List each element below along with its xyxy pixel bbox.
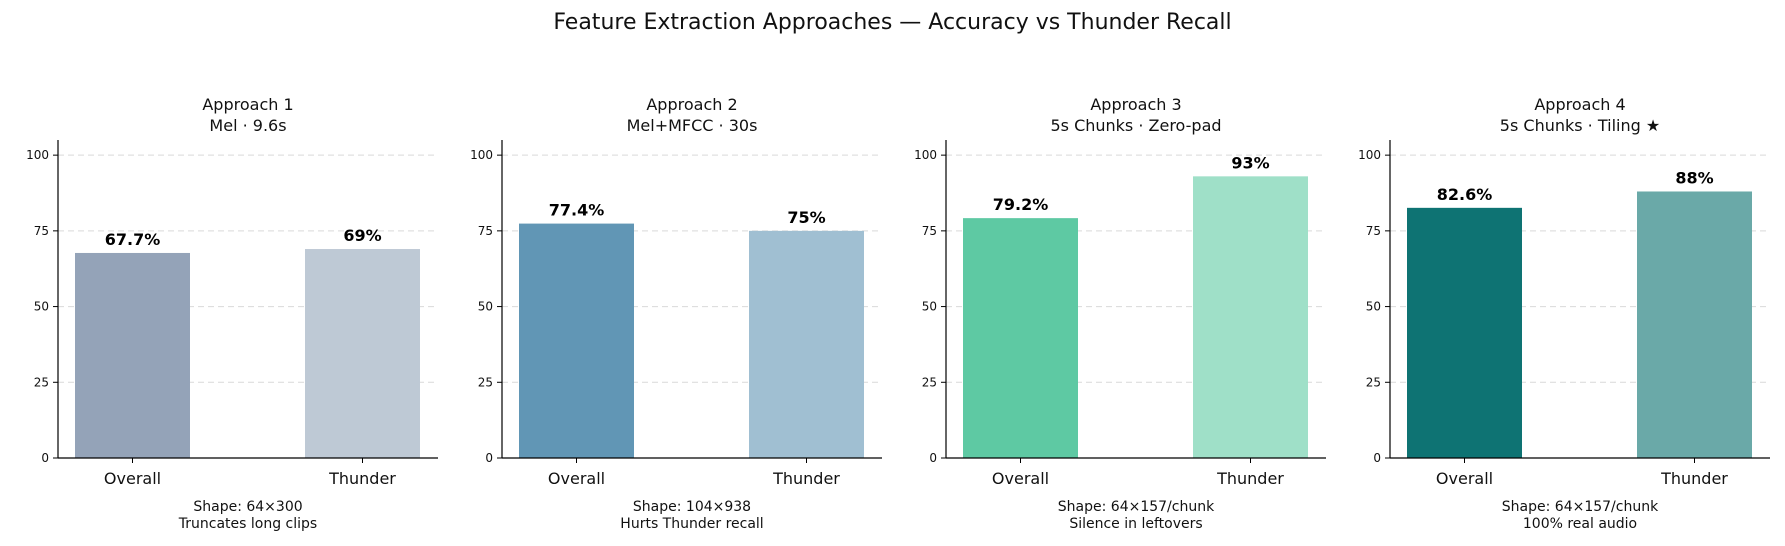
bar-value-label: 69% [343, 226, 381, 245]
y-tick-label: 75 [34, 224, 49, 238]
bar-value-label: 77.4% [549, 201, 605, 220]
y-tick-label: 100 [914, 148, 937, 162]
bar-value-label: 67.7% [105, 230, 161, 249]
panel-1-subtitle: Mel · 9.6s [209, 116, 286, 135]
y-tick-label: 50 [1366, 300, 1381, 314]
bar-thunder [305, 249, 420, 458]
panel-note-shape: Shape: 104×938 [633, 499, 751, 515]
main-title: Feature Extraction Approaches — Accuracy… [553, 10, 1232, 35]
panel-2-title: Approach 2 [646, 95, 737, 114]
bar-value-label: 93% [1231, 153, 1269, 172]
x-tick-label: Thunder [1216, 469, 1284, 488]
y-tick-label: 75 [1366, 224, 1381, 238]
bar-overall [75, 252, 190, 458]
panel-note-shape: Shape: 64×157/chunk [1058, 499, 1215, 515]
panel-note-remark: Silence in leftovers [1069, 516, 1202, 532]
bar-value-label: 75% [787, 208, 825, 227]
bar-overall [1407, 207, 1522, 458]
panel-note-remark: Truncates long clips [178, 516, 317, 532]
y-tick-label: 100 [26, 148, 49, 162]
y-tick-label: 75 [922, 224, 937, 238]
panel-note-remark: Hurts Thunder recall [620, 516, 763, 532]
bar-overall [963, 218, 1078, 458]
panel-4-title: Approach 4 [1534, 95, 1625, 114]
y-tick-label: 50 [478, 300, 493, 314]
bar-value-label: 82.6% [1437, 185, 1493, 204]
x-tick-label: Thunder [1660, 469, 1728, 488]
y-tick-label: 0 [485, 451, 493, 465]
bar-thunder [1193, 176, 1308, 459]
y-tick-label: 50 [922, 300, 937, 314]
panel-note-shape: Shape: 64×300 [193, 499, 302, 515]
x-tick-label: Overall [992, 469, 1049, 488]
y-tick-label: 0 [1373, 451, 1381, 465]
bar-value-label: 88% [1675, 168, 1713, 187]
panel-2-subtitle: Mel+MFCC · 30s [627, 116, 758, 135]
panel-4-subtitle: 5s Chunks · Tiling ★ [1500, 116, 1660, 135]
panel-3-subtitle: 5s Chunks · Zero-pad [1050, 116, 1221, 135]
y-tick-label: 25 [1366, 375, 1381, 389]
y-tick-label: 0 [41, 451, 49, 465]
y-tick-label: 25 [922, 375, 937, 389]
panel-note-shape: Shape: 64×157/chunk [1502, 499, 1659, 515]
panel-note-remark: 100% real audio [1523, 516, 1637, 532]
panel-3-title: Approach 3 [1090, 95, 1181, 114]
y-tick-label: 100 [470, 148, 493, 162]
x-tick-label: Overall [548, 469, 605, 488]
x-tick-label: Overall [1436, 469, 1493, 488]
bar-overall [519, 223, 634, 458]
y-tick-label: 25 [478, 375, 493, 389]
panel-1-title: Approach 1 [202, 95, 293, 114]
x-tick-label: Overall [104, 469, 161, 488]
y-tick-label: 50 [34, 300, 49, 314]
bar-value-label: 79.2% [993, 195, 1049, 214]
x-tick-label: Thunder [772, 469, 840, 488]
y-tick-label: 100 [1358, 148, 1381, 162]
bar-thunder [1637, 191, 1752, 458]
y-tick-label: 0 [929, 451, 937, 465]
bar-thunder [749, 230, 864, 458]
x-tick-label: Thunder [328, 469, 396, 488]
y-tick-label: 75 [478, 224, 493, 238]
y-tick-label: 25 [34, 375, 49, 389]
